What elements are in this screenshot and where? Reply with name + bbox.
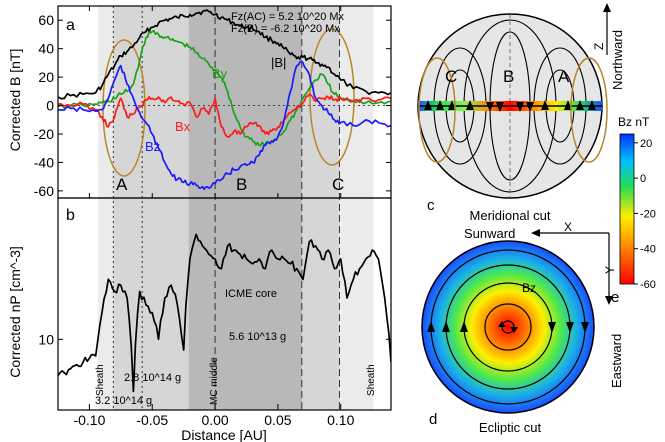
a-y-tick-label-2: -20 — [34, 126, 54, 142]
field-arrow-up-3 — [466, 100, 474, 110]
panel-b-frame — [57, 197, 392, 411]
ecliptic-cut — [421, 240, 595, 414]
shaded-interval-a-2 — [188, 6, 302, 198]
a-y-tick-label-0: -60 — [34, 183, 54, 199]
sheath-right-label: Sheath — [366, 364, 377, 396]
series-b-magnitude — [58, 9, 391, 100]
colorbar-ticks: 20 0 -20 -40 -60 — [634, 138, 656, 291]
ecliptic-arrow-right-0 — [548, 322, 556, 333]
icme-core-label: ICME core — [225, 288, 277, 300]
panel-b-series — [58, 233, 391, 393]
field-arrow-up-6 — [576, 100, 584, 110]
colorbar — [619, 133, 635, 285]
field-arrow-up-7 — [588, 100, 596, 110]
colorbar-tick-label-3: -40 — [640, 244, 656, 256]
axis-ticks: -60 -40 -20 0 20 40 60 10 -0.10 -0.05 0.00 0.05 0.10 — [34, 6, 391, 428]
region-label-a: A — [116, 175, 128, 194]
panel-e-label: e — [611, 289, 619, 306]
panel-a-series — [58, 9, 391, 191]
x-tick-label-4: 0.10 — [327, 412, 354, 428]
a-y-tick-label-5: 40 — [38, 41, 54, 57]
panel-d-label: d — [429, 411, 437, 428]
ecliptic-arrow-left-0 — [427, 321, 435, 332]
field-arrow-down-1 — [496, 102, 504, 112]
x-tick-label-1: -0.05 — [136, 412, 168, 428]
meridional-cut — [417, 13, 608, 199]
interval-boundary-lines — [112, 6, 340, 410]
northward-label: Northward — [610, 30, 625, 90]
a-y-tick-label-6: 60 — [38, 12, 54, 28]
ecliptic-arrow-right-2 — [581, 322, 589, 333]
shaded-interval-b-2 — [188, 198, 302, 410]
ecliptic-arrow-left-1 — [442, 321, 450, 332]
series-bx — [58, 93, 391, 138]
region-label-c: C — [332, 175, 344, 194]
ecliptic-arrow-left-2 — [460, 321, 468, 332]
x-y-axes-arrows — [531, 229, 613, 305]
panel-b-label: b — [66, 207, 75, 224]
eastward-label: Eastward — [609, 334, 624, 388]
a-y-tick-label-3: 0 — [46, 98, 54, 114]
sheath-left-label: Sheath — [95, 364, 106, 396]
colorbar-title: Bz nT — [618, 115, 650, 129]
z-axis-label: Z — [592, 43, 606, 50]
z-axis-arrow — [603, 3, 611, 55]
panel-b-shaded-intervals — [98, 198, 374, 410]
field-arrow-up-0 — [424, 100, 432, 110]
panel-a-y-axis-label: Corrected B [nT] — [7, 49, 23, 152]
mc-middle-label: MC middle — [209, 357, 220, 405]
a-y-tick-label-4: 20 — [38, 69, 54, 85]
series-np — [58, 233, 391, 393]
field-arrow-down-2 — [516, 102, 524, 112]
flux-annotation-b: Fz(B) = -6.2 10^20 Mx — [231, 23, 340, 35]
x-axis-arrow-label: X — [564, 220, 572, 234]
label-b-magnitude: |B| — [271, 55, 286, 70]
x-tick-label-3: 0.05 — [264, 412, 291, 428]
x-axis-label: Distance [AU] — [181, 427, 267, 442]
colorbar-tick-label-0: 20 — [640, 138, 652, 150]
meridional-region-b: B — [503, 67, 514, 86]
ecliptic-arrow-right-1 — [566, 322, 574, 333]
ecliptic-arrow-center-0 — [498, 321, 506, 327]
field-arrow-up-4 — [541, 100, 549, 110]
colorbar-tick-label-4: -60 — [640, 279, 656, 291]
mass-label-2: 3.2 10^14 g — [95, 395, 152, 407]
field-arrow-down-0 — [486, 102, 494, 112]
colorbar-tick-label-1: 0 — [640, 173, 646, 185]
panel-a-label: a — [66, 17, 75, 34]
y-axis-arrow-label: Y — [603, 266, 617, 274]
meridional-region-a: A — [558, 67, 570, 86]
field-arrow-up-5 — [564, 100, 572, 110]
meridional-cut-caption: Meridional cut — [470, 208, 551, 223]
x-tick-label-0: -0.10 — [73, 412, 105, 428]
ecliptic-bz-label: Bz — [522, 281, 536, 295]
panel-b-y-axis-label: Corrected nP [cm^-3] — [7, 246, 23, 378]
flux-annotation-ac: Fz(AC) = 5.2 10^20 Mx — [231, 11, 345, 23]
label-by: By — [212, 66, 228, 81]
field-arrow-up-2 — [448, 100, 456, 110]
meridional-region-c: C — [445, 67, 457, 86]
series-by — [58, 29, 391, 147]
series-bz — [58, 60, 391, 191]
field-arrow-down-3 — [526, 102, 534, 112]
label-bz: Bz — [145, 139, 160, 154]
x-tick-label-2: 0.00 — [201, 412, 228, 428]
field-arrow-up-1 — [436, 100, 444, 110]
ecliptic-cut-caption: Ecliptic cut — [479, 420, 542, 435]
ecliptic-arrow-center-1 — [510, 327, 518, 333]
mass-label-1: 2.8 10^14 g — [124, 372, 181, 384]
region-label-b: B — [236, 175, 247, 194]
mass-label-3: 5.6 10^13 g — [229, 331, 286, 343]
colorbar-tick-label-2: -20 — [640, 208, 656, 220]
sunward-label: Sunward — [464, 226, 515, 241]
a-y-tick-label-1: -40 — [34, 154, 54, 170]
panel-c-label: c — [427, 197, 435, 214]
b-y-tick-label-0: 10 — [38, 331, 54, 347]
region-c-ellipse — [309, 28, 355, 166]
label-bx: Bx — [175, 119, 191, 134]
